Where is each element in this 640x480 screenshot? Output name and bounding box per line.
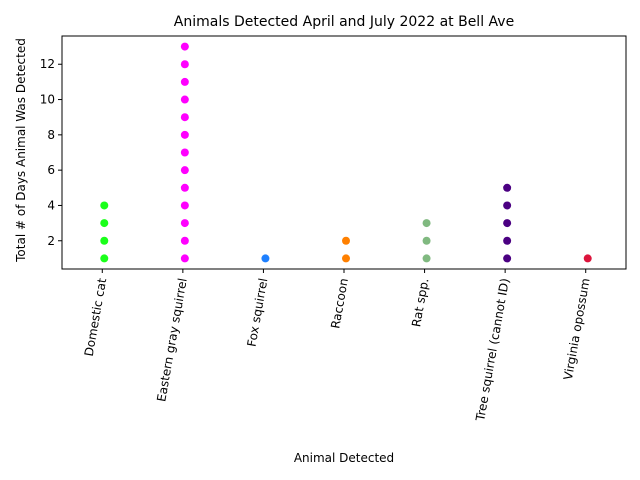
point — [422, 254, 431, 263]
point — [180, 201, 189, 210]
point — [180, 60, 189, 69]
y-tick-label: 2 — [47, 234, 55, 248]
point — [583, 254, 592, 263]
x-tick-label: Domestic cat — [82, 277, 110, 358]
point — [503, 201, 512, 210]
point — [503, 219, 512, 228]
point — [342, 236, 350, 245]
plot-frame — [61, 35, 627, 270]
point — [422, 236, 431, 245]
x-axis-label: Animal Detected — [294, 451, 394, 465]
y-axis-label: Total # of Days Animal Was Detected — [14, 38, 28, 263]
point — [342, 254, 350, 263]
point — [180, 95, 189, 104]
point — [503, 183, 512, 192]
point — [180, 113, 189, 122]
point — [180, 254, 189, 263]
point — [180, 166, 189, 175]
point — [422, 219, 431, 228]
y-tick-label: 12 — [40, 57, 55, 71]
point — [180, 236, 189, 245]
chart-title: Animals Detected April and July 2022 at … — [174, 14, 514, 30]
x-tick-label: Virginia opossum — [561, 277, 593, 381]
y-tick-label: 8 — [47, 128, 55, 142]
point — [100, 219, 109, 228]
point — [503, 236, 512, 245]
point — [100, 254, 109, 263]
point — [180, 130, 189, 139]
x-tick-label: Rat spp. — [409, 277, 431, 328]
point — [180, 183, 189, 192]
point — [180, 42, 189, 51]
y-tick-label: 6 — [47, 163, 55, 177]
y-tick-label: 10 — [40, 93, 55, 107]
point — [180, 219, 189, 228]
x-tick-label: Fox squirrel — [245, 277, 271, 348]
x-tick-label: Tree squirrel (cannot ID) — [473, 277, 512, 423]
point — [180, 77, 189, 86]
point — [503, 254, 512, 263]
point — [180, 148, 189, 157]
point — [100, 201, 109, 210]
point — [100, 236, 109, 245]
x-tick-label: Eastern gray squirrel — [154, 277, 190, 403]
point — [261, 254, 270, 263]
y-tick-label: 4 — [47, 198, 55, 212]
x-tick-label: Raccoon — [328, 277, 351, 330]
